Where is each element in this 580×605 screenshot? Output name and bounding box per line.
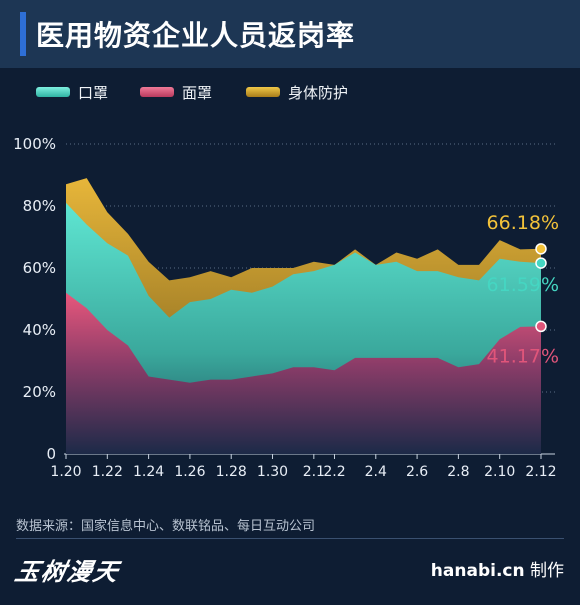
legend-item-face-shield: 面罩 <box>140 80 212 104</box>
legend-swatch-mask <box>36 87 70 97</box>
end-marker <box>535 257 547 269</box>
legend: 口罩 面罩 身体防护 <box>0 80 580 104</box>
y-tick-label: 60% <box>23 259 56 277</box>
end-marker <box>535 320 547 333</box>
end-value-label: 61.59% <box>487 274 559 296</box>
chart-header: 医用物资企业人员返岗率 <box>0 0 580 68</box>
x-axis-ticks: 1.20 1.22 1.24 1.26 1.28 1.30 2.12.2 2.4 2.6 2.8 2… <box>50 454 557 480</box>
legend-item-mask: 口罩 <box>36 80 108 104</box>
y-tick-label: 20% <box>23 383 56 401</box>
brand-logo-text: 玉树漫天 <box>12 557 123 586</box>
series-areas <box>66 178 541 454</box>
x-tick-label: 1.22 <box>92 464 123 480</box>
x-tick-label: 1.26 <box>174 464 205 480</box>
credit: hanabi.cn 制作 <box>431 556 564 581</box>
y-tick-label: 80% <box>23 197 56 215</box>
footer-divider <box>16 538 564 539</box>
y-axis-ticks: 0 20% 40% 60% 80% 100% <box>13 135 56 463</box>
chart-title: 医用物资企业人员返岗率 <box>36 19 356 52</box>
x-tick-label: 1.24 <box>133 464 164 480</box>
x-tick-label: 2.4 <box>365 464 387 480</box>
end-value-label: 66.18% <box>487 212 559 234</box>
y-tick-label: 40% <box>23 321 56 339</box>
x-tick-label: 2.10 <box>484 464 515 480</box>
y-tick-label: 100% <box>13 135 56 153</box>
x-tick-label: 1.28 <box>216 464 247 480</box>
legend-swatch-face-shield <box>140 87 174 97</box>
x-tick-label: 2.6 <box>406 464 428 480</box>
x-tick-label: 2.12 <box>525 464 556 480</box>
credit-site: hanabi.cn <box>430 561 525 581</box>
title-accent-bar <box>20 12 26 56</box>
data-source: 数据来源：国家信息中心、数联铭品、每日互动公司 <box>16 519 316 534</box>
legend-swatch-body-protection <box>246 87 280 97</box>
legend-label-face-shield: 面罩 <box>182 83 213 102</box>
x-tick-label: 2.8 <box>447 464 469 480</box>
area-chart: 020%40%60%80%100% 1.20 1.22 1.24 1.26 1.28 1.… <box>13 135 559 480</box>
x-tick-label: 2.2 <box>323 464 345 480</box>
y-tick-label: 0 <box>46 445 56 463</box>
brand-logo: 玉树漫天 <box>12 552 126 586</box>
legend-label-mask: 口罩 <box>78 83 109 102</box>
area-series-面罩 <box>66 292 541 454</box>
legend-item-body-protection: 身体防护 <box>246 80 348 104</box>
credit-suffix: 制作 <box>530 561 564 581</box>
x-tick-label: 1.30 <box>257 464 288 480</box>
legend-label-body-protection: 身体防护 <box>288 83 349 102</box>
x-tick-label: 2.1 <box>303 464 325 480</box>
end-marker <box>535 243 547 255</box>
end-markers: 66.18% 61.59% 41.17% <box>487 212 559 368</box>
x-tick-label: 1.20 <box>50 464 81 480</box>
end-value-label: 41.17% <box>487 345 559 367</box>
